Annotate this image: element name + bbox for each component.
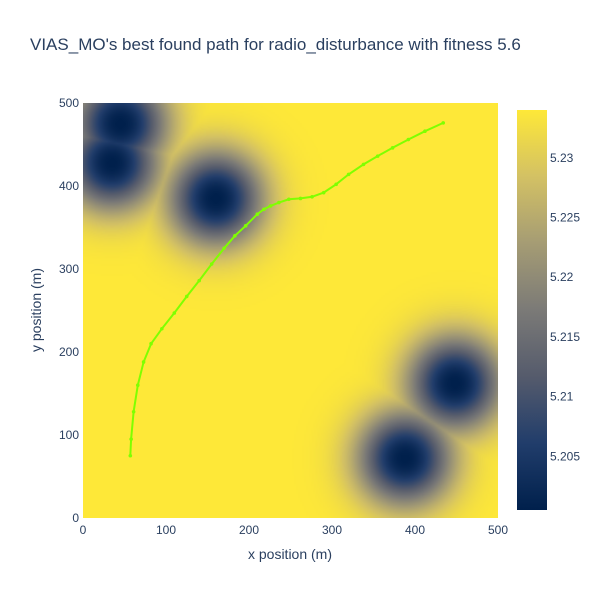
path-point bbox=[184, 294, 189, 299]
path-point bbox=[441, 121, 446, 125]
path-point bbox=[334, 182, 338, 187]
path-point bbox=[310, 194, 314, 199]
y-tick-label: 100 bbox=[59, 428, 79, 442]
chart-title: VIAS_MO's best found path for radio_dist… bbox=[30, 35, 521, 54]
path-point bbox=[346, 172, 351, 177]
y-tick-label: 500 bbox=[59, 96, 79, 110]
path-point bbox=[361, 162, 366, 167]
y-axis-title: y position (m) bbox=[28, 268, 44, 352]
path-point bbox=[243, 224, 248, 228]
path-point bbox=[160, 326, 164, 331]
x-axis-ticks: 0 100 200 300 400 500 bbox=[80, 523, 509, 537]
heatmap-image bbox=[83, 103, 498, 518]
path-point bbox=[390, 146, 395, 150]
path-point bbox=[172, 311, 177, 315]
path-point bbox=[255, 212, 260, 217]
colorbar-tick-label: 5.22 bbox=[550, 270, 574, 284]
path-point bbox=[268, 204, 273, 208]
path-markers bbox=[128, 121, 446, 458]
colorbar-tick-label: 5.215 bbox=[550, 330, 580, 344]
path-layer bbox=[128, 121, 446, 458]
path-point bbox=[423, 129, 427, 134]
y-tick-label: 400 bbox=[59, 179, 79, 193]
path-point bbox=[128, 453, 133, 458]
x-tick-label: 500 bbox=[488, 523, 508, 537]
path-point bbox=[141, 360, 146, 364]
y-tick-label: 0 bbox=[72, 511, 79, 525]
colorbar-tick-label: 5.205 bbox=[550, 449, 580, 463]
x-tick-label: 300 bbox=[322, 523, 342, 537]
path-point bbox=[209, 262, 214, 266]
colorbar-tick-label: 5.21 bbox=[550, 390, 574, 404]
y-tick-label: 200 bbox=[59, 345, 79, 359]
path-point bbox=[298, 196, 303, 201]
path-point bbox=[131, 409, 136, 414]
x-tick-label: 200 bbox=[239, 523, 259, 537]
x-tick-label: 400 bbox=[405, 523, 425, 537]
colorbar-scale bbox=[517, 110, 547, 510]
x-tick-label: 0 bbox=[80, 523, 87, 537]
path-point bbox=[406, 137, 411, 142]
colorbar: 5.205 5.21 5.215 5.22 5.225 5.23 bbox=[517, 110, 580, 510]
path-point bbox=[277, 200, 281, 205]
path-point bbox=[135, 383, 140, 388]
y-axis-ticks: 0 100 200 300 400 500 bbox=[59, 96, 79, 525]
x-tick-label: 100 bbox=[156, 523, 176, 537]
y-tick-label: 300 bbox=[59, 262, 79, 276]
path-point bbox=[233, 234, 237, 238]
path-point bbox=[197, 278, 201, 283]
path-point bbox=[321, 190, 326, 195]
path-point bbox=[287, 197, 291, 202]
best-path-line bbox=[129, 121, 444, 456]
path-point bbox=[222, 246, 226, 251]
path-point bbox=[375, 154, 380, 158]
colorbar-ticks: 5.205 5.21 5.215 5.22 5.225 5.23 bbox=[550, 151, 580, 464]
path-point bbox=[129, 437, 133, 441]
colorbar-tick-label: 5.225 bbox=[550, 210, 580, 224]
path-point bbox=[262, 207, 266, 212]
colorbar-tick-label: 5.23 bbox=[550, 151, 574, 165]
path-point bbox=[149, 341, 153, 346]
x-axis-title: x position (m) bbox=[248, 546, 332, 562]
heatmap bbox=[83, 103, 498, 518]
